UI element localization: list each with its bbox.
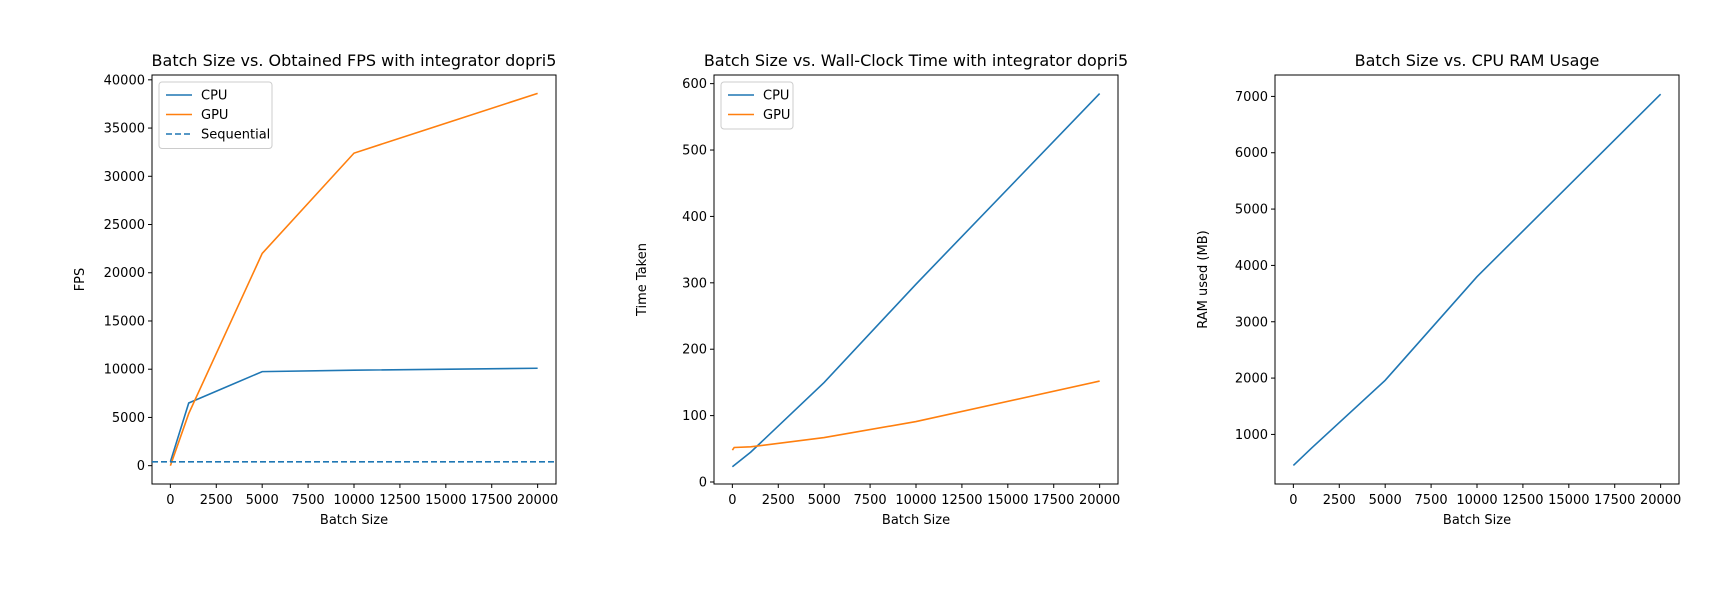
x-tick-label: 15000 xyxy=(425,493,466,508)
x-axis-label: Batch Size xyxy=(882,513,950,528)
x-tick-label: 0 xyxy=(728,493,736,508)
x-tick-label: 20000 xyxy=(1079,493,1120,508)
legend-label-sequential: Sequential xyxy=(201,128,270,143)
x-tick-label: 2500 xyxy=(762,493,795,508)
x-tick-label: 2500 xyxy=(200,493,233,508)
x-tick-label: 7500 xyxy=(854,493,887,508)
y-tick-label: 500 xyxy=(682,144,707,159)
y-tick-label: 200 xyxy=(682,343,707,358)
legend: CPU GPU Sequential xyxy=(158,81,273,149)
x-tick-label: 0 xyxy=(1289,493,1297,508)
chart-panel-3: Batch Size vs. CPU RAM Usage 0 2500 5000 750… xyxy=(1196,51,1681,528)
x-tick-label: 15000 xyxy=(1548,493,1589,508)
y-tick-label: 30000 xyxy=(104,170,145,185)
x-tick-label: 7500 xyxy=(292,493,325,508)
legend-label-cpu: CPU xyxy=(201,89,227,104)
x-tick-label: 17500 xyxy=(1033,493,1074,508)
y-axis-label: FPS xyxy=(73,268,88,292)
x-axis-label: Batch Size xyxy=(1443,513,1511,528)
chart-title: Batch Size vs. Wall-Clock Time with inte… xyxy=(704,51,1128,70)
x-tick-label: 0 xyxy=(166,493,174,508)
x-tick-label: 12500 xyxy=(1502,493,1543,508)
y-tick-label: 10000 xyxy=(104,363,145,378)
y-tick-label: 5000 xyxy=(1235,203,1268,218)
y-tick-label: 20000 xyxy=(104,266,145,281)
series-line-cpu xyxy=(169,367,538,463)
y-tick-label: 25000 xyxy=(104,218,145,233)
y-axis-label: Time Taken xyxy=(635,243,650,317)
x-tick-label: 17500 xyxy=(1594,493,1635,508)
x-tick-label: 5000 xyxy=(1369,493,1402,508)
legend-label-cpu: CPU xyxy=(763,89,789,104)
legend: CPU GPU xyxy=(720,81,794,130)
series-line-gpu xyxy=(731,380,1100,451)
chart-panel-1: Batch Size vs. Obtained FPS with integra… xyxy=(73,51,558,528)
y-axis-label: RAM used (MB) xyxy=(1196,230,1211,328)
y-tick-label: 15000 xyxy=(104,314,145,329)
x-axis-label: Batch Size xyxy=(320,513,388,528)
x-tick-label: 10000 xyxy=(333,493,374,508)
y-tick-label: 3000 xyxy=(1235,315,1268,330)
chart-title: Batch Size vs. Obtained FPS with integra… xyxy=(152,51,557,70)
x-tick-label: 5000 xyxy=(246,493,279,508)
series-group xyxy=(1292,93,1662,466)
series-group xyxy=(152,92,556,466)
series-line-gpu xyxy=(169,92,538,466)
series-group xyxy=(731,93,1101,468)
x-tick-label: 10000 xyxy=(895,493,936,508)
legend-box xyxy=(158,81,273,149)
x-tick-label: 20000 xyxy=(517,493,558,508)
x-tick-label: 5000 xyxy=(808,493,841,508)
chart-title: Batch Size vs. CPU RAM Usage xyxy=(1355,51,1600,70)
y-tick-label: 0 xyxy=(699,476,707,491)
x-tick-label: 17500 xyxy=(471,493,512,508)
y-tick-label: 0 xyxy=(137,459,145,474)
x-tick-label: 2500 xyxy=(1323,493,1356,508)
y-tick-label: 4000 xyxy=(1235,259,1268,274)
chart-panel-2: Batch Size vs. Wall-Clock Time with inte… xyxy=(635,51,1128,528)
x-tick-label: 7500 xyxy=(1415,493,1448,508)
y-tick-label: 100 xyxy=(682,409,707,424)
y-tick-label: 7000 xyxy=(1235,90,1268,105)
legend-box xyxy=(720,81,794,130)
x-tick-label: 12500 xyxy=(941,493,982,508)
x-tick-label: 15000 xyxy=(987,493,1028,508)
y-tick-label: 400 xyxy=(682,210,707,225)
series-line-cpu xyxy=(731,93,1101,468)
y-tick-label: 2000 xyxy=(1235,372,1268,387)
x-tick-label: 20000 xyxy=(1640,493,1681,508)
x-tick-label: 10000 xyxy=(1456,493,1497,508)
y-tick-label: 300 xyxy=(682,276,707,291)
y-tick-label: 1000 xyxy=(1235,428,1268,443)
x-tick-label: 12500 xyxy=(379,493,420,508)
y-tick-label: 5000 xyxy=(112,411,145,426)
y-tick-label: 40000 xyxy=(104,73,145,88)
y-tick-label: 600 xyxy=(682,77,707,92)
y-tick-label: 35000 xyxy=(104,122,145,137)
legend-label-gpu: GPU xyxy=(201,108,228,123)
legend-label-gpu: GPU xyxy=(763,108,790,123)
y-tick-label: 6000 xyxy=(1235,146,1268,161)
series-line-3 xyxy=(1292,93,1662,466)
